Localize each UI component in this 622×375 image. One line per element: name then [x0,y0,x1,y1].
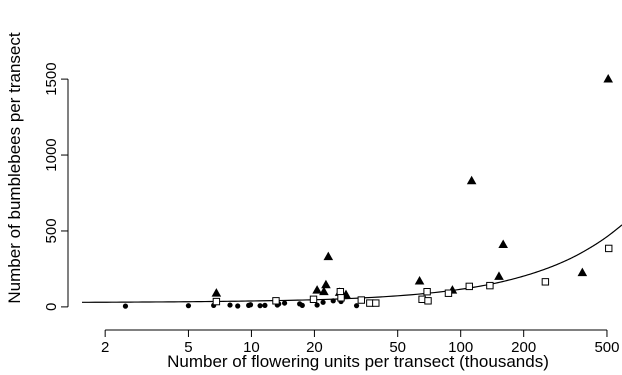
x-tick-label: 20 [306,339,323,356]
y-tick-label: 1500 [43,62,60,95]
data-point-square [423,288,431,296]
data-point-circle [122,303,129,309]
data-point-circle [314,302,320,308]
data-point-circle [185,303,192,309]
data-point-circle [227,302,233,308]
data-point-triangle [603,74,614,83]
data-point-circle [330,298,336,304]
data-point-triangle [321,279,331,289]
data-point-square [309,295,318,303]
x-tick-label: 200 [511,339,536,356]
y-tick-label: 500 [43,218,60,243]
fit-curve-line [81,224,622,303]
data-point-circle [262,302,268,308]
fit-curve-layer [81,224,622,303]
data-point-square [486,281,494,290]
x-axis-title: Number of flowering units per transect (… [167,352,549,371]
data-point-triangle [498,239,508,249]
y-tick-label: 1000 [43,138,60,171]
data-point-square [366,299,374,307]
data-point-circle [353,303,360,309]
data-point-square [272,297,280,305]
data-point-square [605,244,613,253]
data-point-square [337,294,345,302]
data-point-circle [235,303,241,309]
data-point-square [541,278,550,286]
data-point-triangle [466,175,477,185]
data-point-triangle [414,275,425,285]
x-tick-label: 500 [594,339,619,356]
data-point-triangle [211,288,222,297]
x-tick-label: 2 [101,339,109,356]
data-point-square [424,297,432,305]
data-point-triangle [319,286,329,296]
data-point-circle [257,303,263,309]
data-point-circle [320,299,326,305]
data-point-square [372,299,380,307]
data-point-square [357,296,366,304]
y-tick-label: 0 [43,303,60,311]
data-points-layer [122,74,614,309]
x-tick-label: 100 [448,339,473,356]
data-point-circle [299,302,305,308]
data-point-triangle [323,251,334,261]
data-point-triangle [577,267,588,277]
axes: 2 5 10 20 50 100 200 500 0 500 1000 1500 [43,62,619,356]
data-point-triangle [494,271,504,280]
data-point-circle [247,302,254,308]
data-point-square [212,297,221,306]
x-tick-label: 5 [184,339,192,356]
data-point-circle [281,300,288,306]
y-axis-title: Number of bumblebees per transect [5,32,24,303]
x-tick-label: 10 [243,339,260,356]
data-point-triangle [312,285,322,294]
x-tick-label: 50 [389,339,406,356]
data-point-square [336,288,345,296]
data-point-square [444,289,453,297]
data-point-square [465,282,473,291]
